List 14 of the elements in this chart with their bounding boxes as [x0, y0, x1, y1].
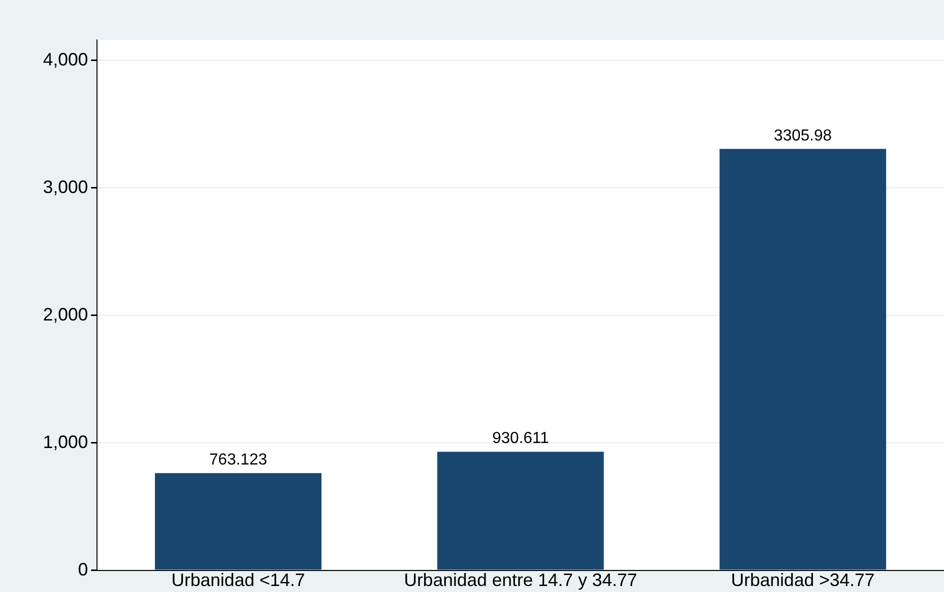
- bar: [437, 452, 604, 570]
- bar: [720, 148, 886, 570]
- x-tick-label: Urbanidad <14.7: [171, 570, 306, 590]
- data-label: 3305.98: [774, 127, 832, 144]
- y-tick-label: 1,000: [42, 432, 88, 452]
- y-tick-label: 0: [78, 559, 88, 580]
- y-tick-label: 2,000: [42, 304, 88, 324]
- y-tick-label: 4,000: [42, 49, 88, 70]
- data-label: 930.611: [492, 430, 549, 448]
- data-label: 763.123: [209, 452, 268, 469]
- x-tick-label: Urbanidad entre 14.7 y 34.77: [404, 570, 638, 590]
- x-tick-label: Urbanidad >34.77: [731, 570, 875, 590]
- bar: [154, 473, 322, 570]
- y-tick-label: 3,000: [42, 176, 88, 197]
